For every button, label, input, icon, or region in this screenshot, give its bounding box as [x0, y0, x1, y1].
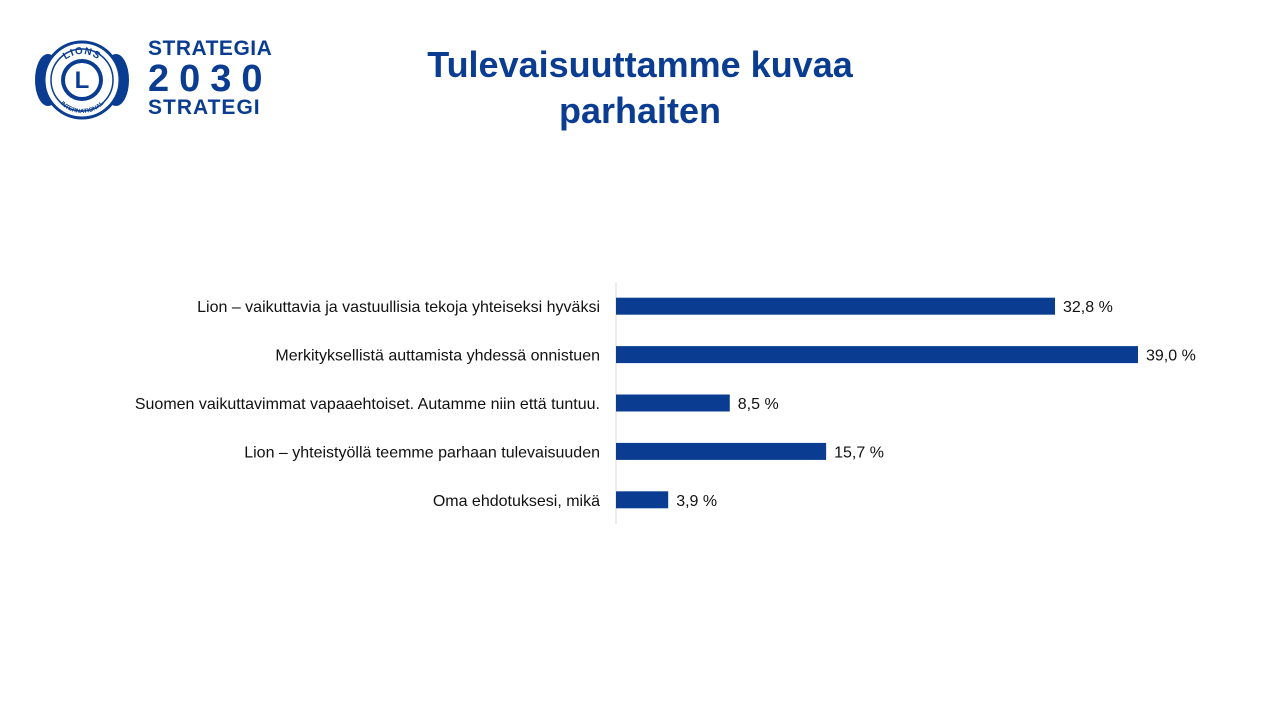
seal-letter: L: [75, 67, 90, 94]
bar: [616, 394, 730, 412]
bar: [616, 297, 1056, 315]
category-label: Merkityksellistä auttamista yhdessä onni…: [275, 348, 600, 365]
value-label: 8,5 %: [738, 396, 779, 413]
logo-line-1: STRATEGIA: [148, 37, 273, 60]
svg-text:LIONS: LIONS: [61, 46, 102, 62]
category-label: Oma ehdotuksesi, mikä: [433, 493, 600, 510]
value-label: 32,8 %: [1063, 299, 1113, 316]
value-label: 3,9 %: [676, 493, 717, 510]
page-title-line-1: Tulevaisuuttamme kuvaa: [427, 44, 853, 85]
bar: [616, 346, 1138, 364]
value-label: 15,7 %: [834, 444, 884, 461]
bar: [616, 491, 669, 509]
page-title-line-2: parhaiten: [558, 90, 722, 131]
category-label: Lion – yhteistyöllä teemme parhaan tulev…: [244, 444, 600, 461]
strategy-logo-text: STRATEGIA 2030 STRATEGI: [148, 38, 288, 119]
logo-line-3: STRATEGI: [148, 96, 261, 119]
lions-seal-logo: L LIONS INTERNATIONAL: [35, 40, 129, 120]
bar: [616, 442, 827, 460]
lions-emblem-icon: L LIONS INTERNATIONAL: [35, 40, 129, 120]
value-label: 39,0 %: [1146, 348, 1196, 365]
category-label: Lion – vaikuttavia ja vastuullisia tekoj…: [197, 299, 600, 316]
category-label: Suomen vaikuttavimmat vapaaehtoiset. Aut…: [135, 396, 600, 413]
page-title: Tulevaisuuttamme kuvaa parhaiten: [340, 42, 940, 134]
seal-top-text: LIONS: [61, 46, 101, 62]
logo-line-2: 2030: [148, 58, 273, 100]
